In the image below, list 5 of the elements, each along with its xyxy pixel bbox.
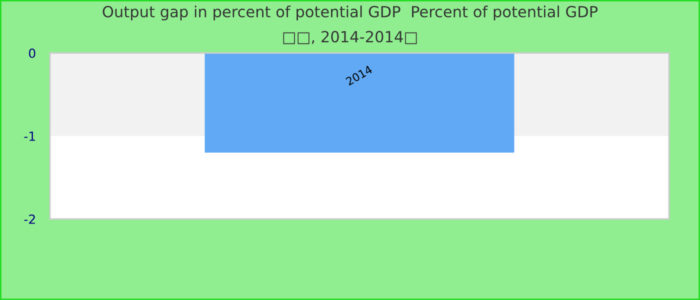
y-tick-label: -1 bbox=[24, 132, 35, 141]
chart-title: Output gap in percent of potential GDP Percent of potential GDP bbox=[102, 6, 598, 20]
y-tick-label: -2 bbox=[24, 214, 35, 224]
y-tick-label: 0 bbox=[28, 48, 36, 58]
chart-subtitle: □□, 2014-2014□ bbox=[283, 30, 417, 44]
